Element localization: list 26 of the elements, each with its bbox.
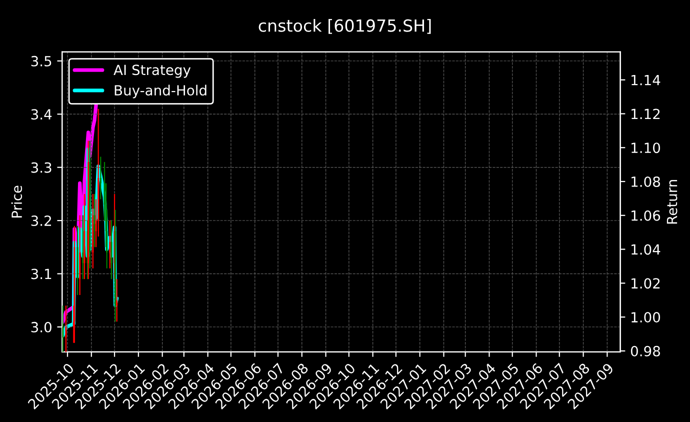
y2-tick-label: 0.98 — [630, 346, 660, 356]
y2-tick-label: 1.00 — [632, 312, 660, 323]
legend-label: AI Strategy — [114, 64, 191, 78]
y2-tick-label: 1.08 — [632, 176, 660, 187]
y2-tick-label: 1.10 — [632, 142, 660, 154]
y-tick-label: 3.3 — [31, 162, 52, 173]
y2-axis-title: Return — [666, 180, 678, 224]
y2-tick-label: 1.14 — [632, 75, 660, 86]
y-axis-title: Price — [11, 186, 22, 218]
y2-tick-label: 1.04 — [632, 244, 660, 255]
candlestick — [100, 156, 102, 200]
y-tick-label: 3.4 — [31, 109, 52, 120]
y-tick-label: 3.2 — [31, 216, 51, 226]
y2-tick-label: 1.06 — [632, 210, 660, 221]
y-tick-label: 3.5 — [31, 56, 52, 66]
y2-tick-label: 1.02 — [632, 278, 660, 289]
candlestick — [116, 278, 118, 322]
candlestick — [110, 220, 112, 280]
candlestick — [94, 193, 96, 248]
legend-label: Buy-and-Hold — [114, 84, 206, 98]
y-tick-label: 3.1 — [31, 268, 52, 280]
candlestick — [84, 193, 86, 280]
y2-tick-label: 1.12 — [632, 108, 660, 120]
chart-title: cnstock [601975.SH] — [258, 18, 431, 34]
candlestick — [76, 225, 78, 296]
y-tick-label: 3.0 — [31, 322, 52, 332]
